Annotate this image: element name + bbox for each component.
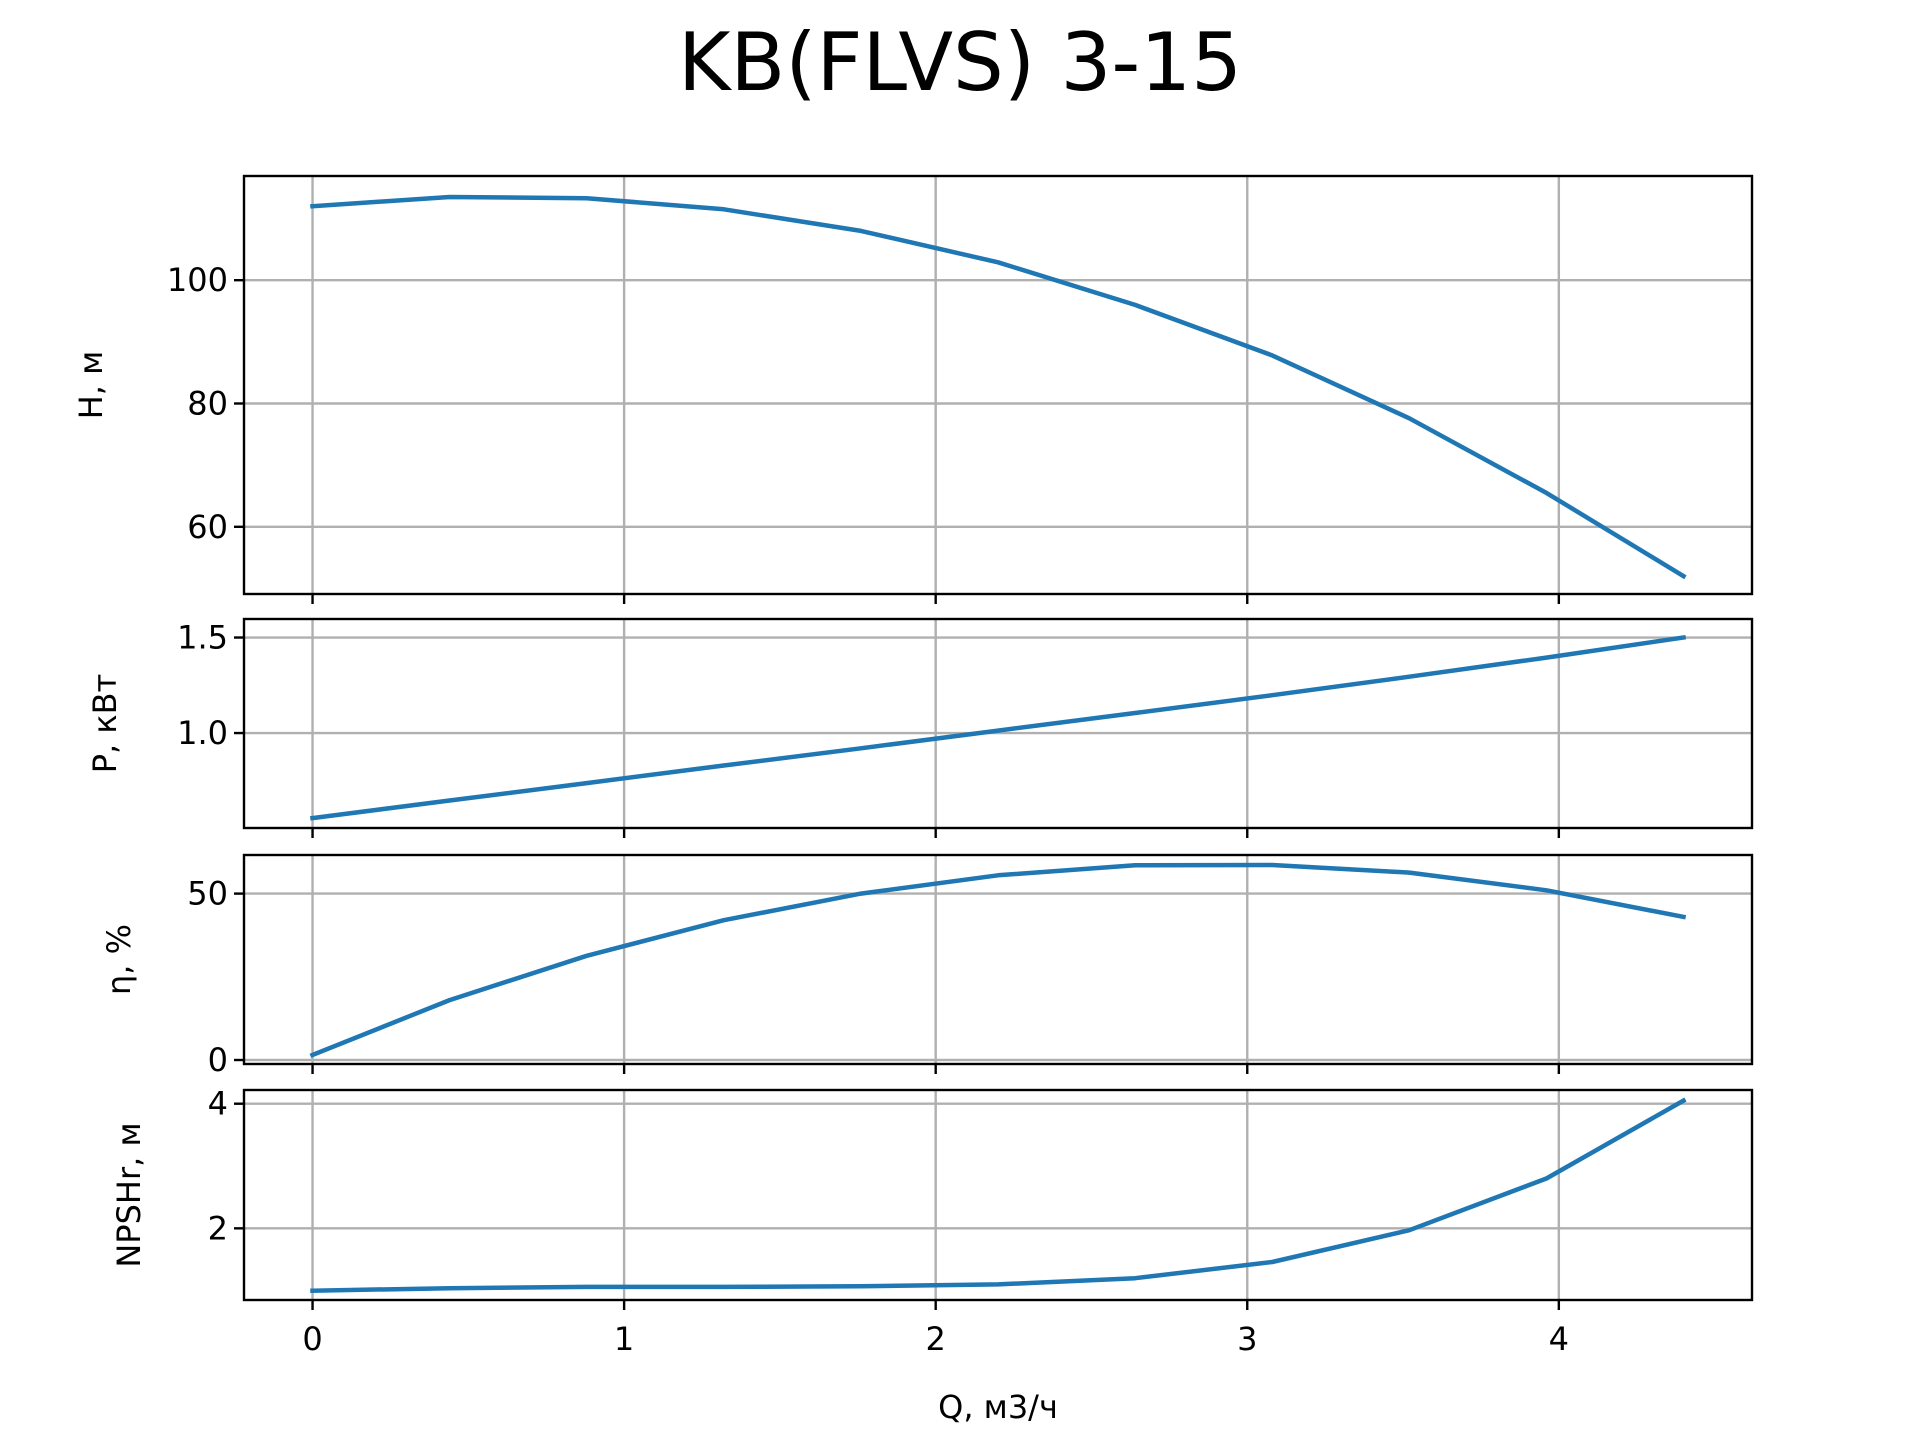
npshr-x-tick-label: 0 bbox=[302, 1320, 322, 1358]
npshr-y-tick-label: 4 bbox=[208, 1085, 228, 1123]
power-axes-frame bbox=[242, 617, 1754, 830]
power-y-tick-label: 1.0 bbox=[177, 714, 228, 752]
head-y-tick-label: 80 bbox=[187, 384, 228, 422]
npshr-y-tick-label: 2 bbox=[208, 1209, 228, 1247]
npshr-x-tick-label: 3 bbox=[1237, 1320, 1257, 1358]
efficiency-subplot: 0 50 η, % bbox=[100, 853, 1754, 1079]
head-series-line bbox=[310, 194, 1687, 580]
npshr-x-axis-label: Q, м3/ч bbox=[938, 1388, 1058, 1426]
head-subplot: 60 80 100 H, м bbox=[72, 174, 1754, 604]
npshr-x-tick-label: 2 bbox=[926, 1320, 946, 1358]
npshr-x-tick-label: 4 bbox=[1549, 1320, 1569, 1358]
npshr-subplot: 0 1 2 3 4 2 4 NPSHr, м Q, м3/ч bbox=[110, 1085, 1754, 1426]
head-y-tick-label: 60 bbox=[187, 508, 228, 546]
head-y-axis-label: H, м bbox=[72, 351, 110, 420]
npshr-axes-frame bbox=[242, 1088, 1754, 1302]
power-series-line bbox=[309, 634, 1687, 821]
chart-title: KB(FLVS) 3-15 bbox=[678, 16, 1242, 109]
npshr-x-tick-label: 1 bbox=[614, 1320, 634, 1358]
head-axes-frame bbox=[242, 174, 1754, 596]
efficiency-axes-frame bbox=[242, 853, 1754, 1066]
efficiency-y-tick-label: 50 bbox=[187, 875, 228, 913]
efficiency-series-line bbox=[309, 862, 1687, 1058]
efficiency-y-tick-label: 0 bbox=[208, 1041, 228, 1079]
npshr-series-line bbox=[310, 1097, 1687, 1293]
power-subplot: 1.0 1.5 P, кВт bbox=[86, 617, 1754, 838]
power-y-axis-label: P, кВт bbox=[86, 674, 124, 774]
subplots: 60 80 100 H, м 1.0 1.5 P, кВт 0 50 η, % 0 1 2 3 4 2 4 NPS… bbox=[72, 174, 1754, 1426]
efficiency-y-axis-label: η, % bbox=[100, 924, 138, 995]
power-y-tick-label: 1.5 bbox=[177, 619, 228, 657]
head-y-tick-label: 100 bbox=[167, 261, 228, 299]
npshr-y-axis-label: NPSHr, м bbox=[110, 1122, 148, 1267]
